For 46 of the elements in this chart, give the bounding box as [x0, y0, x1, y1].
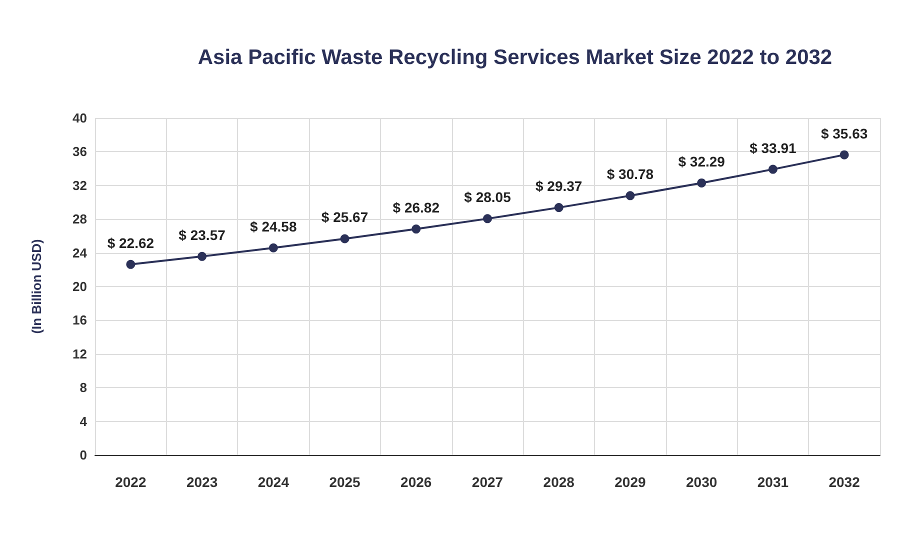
x-tick-label: 2031: [757, 474, 789, 490]
point: [340, 234, 350, 244]
chart-title: Asia Pacific Waste Recycling Services Market Size 2022 to 2032: [198, 46, 832, 69]
x-tick-label: 2027: [472, 474, 504, 490]
data-label: $ 23.57: [178, 226, 226, 243]
point: [768, 164, 778, 174]
x-tick-label: 2032: [828, 474, 860, 490]
x-tick-label: 2028: [543, 474, 575, 490]
data-label: $ 29.37: [536, 178, 582, 194]
point: [198, 252, 207, 261]
point: [697, 178, 706, 188]
y-tick-label: 32: [72, 178, 87, 193]
x-tick-label: 2023: [186, 474, 218, 490]
x-tick-label: 2025: [329, 474, 361, 490]
x-tick-label: 2026: [400, 474, 432, 490]
data-label: $ 30.78: [606, 166, 654, 182]
point: [554, 203, 564, 212]
x-tick-label: 2030: [686, 474, 718, 490]
point: [126, 260, 136, 269]
y-tick-label: 4: [80, 414, 88, 429]
x-tick-label: 2024: [258, 474, 290, 490]
data-label: $ 33.91: [750, 140, 797, 156]
data-label: $ 28.05: [464, 189, 512, 206]
data-label: $ 24.58: [250, 218, 297, 234]
y-tick-label: 20: [72, 279, 87, 294]
y-tick-label: 0: [80, 448, 87, 462]
data-label: $ 26.82: [392, 200, 440, 216]
y-axis-title: (In Billion USD): [29, 239, 44, 334]
x-tick-label: 2029: [614, 474, 646, 490]
data-label: $ 25.67: [321, 209, 368, 226]
point: [268, 243, 278, 252]
point: [840, 150, 849, 160]
y-tick-label: 8: [80, 380, 87, 396]
point: [483, 214, 492, 224]
y-tick-label: 40: [72, 110, 87, 126]
point: [626, 191, 635, 200]
y-tick-label: 12: [72, 346, 87, 362]
data-label: $ 35.63: [820, 125, 868, 142]
data-label: $ 32.29: [678, 153, 726, 170]
data-label: $ 22.62: [107, 234, 154, 251]
x-tick-label: 2022: [115, 474, 146, 490]
y-tick-label: 28: [72, 212, 87, 227]
y-tick-label: 16: [72, 312, 87, 328]
point: [412, 224, 421, 234]
y-tick-label: 24: [72, 245, 88, 260]
y-tick-label: 36: [72, 144, 87, 160]
